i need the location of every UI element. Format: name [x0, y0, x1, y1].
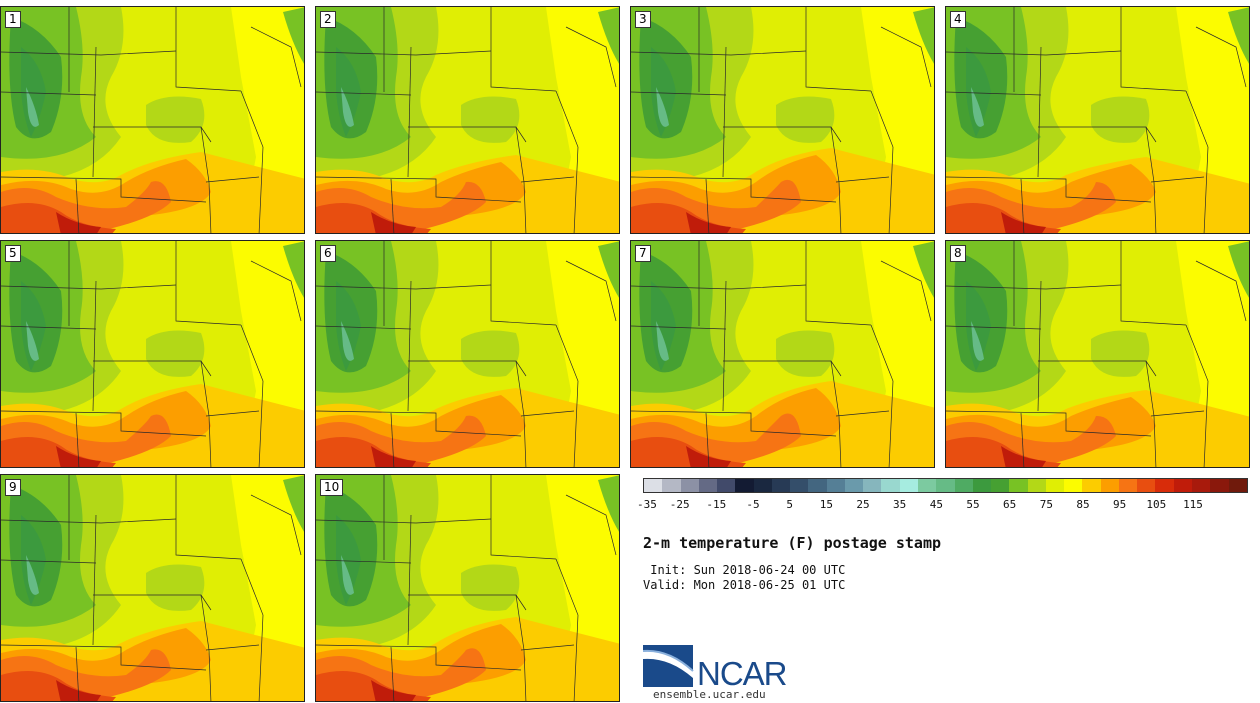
state-boundaries — [316, 241, 617, 467]
temperature-colorbar — [643, 478, 1248, 493]
temperature-field — [631, 7, 934, 233]
colorbar-tick-label: 115 — [1183, 498, 1203, 511]
colorbar-tick-label: 35 — [893, 498, 907, 511]
colorbar-tick-label: 25 — [856, 498, 870, 511]
colorbar-tick-label: -15 — [706, 498, 727, 511]
colorbar-tick-label: -25 — [669, 498, 690, 511]
member-panel: 8 — [945, 240, 1250, 468]
colorbar-segment — [1228, 479, 1247, 492]
temperature-field — [316, 241, 619, 467]
colorbar-segment — [753, 479, 772, 492]
colorbar-segment — [1045, 479, 1065, 492]
colorbar-segment — [881, 479, 900, 492]
colorbar-tick-label: 45 — [929, 498, 943, 511]
colorbar-segment — [1137, 479, 1156, 492]
state-boundaries — [946, 241, 1247, 467]
member-panel: 9 — [0, 474, 305, 702]
member-panel: 1 — [0, 6, 305, 234]
product-title: 2-m temperature (F) postage stamp — [643, 534, 942, 552]
member-label: 2 — [320, 11, 336, 28]
colorbar-segment — [1082, 479, 1101, 492]
colorbar-tick-label: 105 — [1146, 498, 1167, 511]
colorbar-segment — [1210, 479, 1229, 492]
colorbar-ticks: -35 -25 -15 -5 5 15 25 35 45 55 65 75 85 95 105 115 — [637, 498, 1248, 512]
colorbar-tick-label: -5 — [746, 498, 760, 511]
ncar-logo-text: NCAR — [697, 655, 788, 692]
colorbar-segment — [735, 479, 754, 492]
colorbar-segment — [680, 479, 699, 492]
member-label: 1 — [5, 11, 21, 28]
colorbar-segment — [917, 479, 937, 492]
temperature-field — [1, 7, 304, 233]
colorbar-segment — [991, 479, 1010, 492]
temperature-field — [316, 7, 619, 233]
member-panel: 4 — [945, 6, 1250, 234]
member-panel: 10 — [315, 474, 620, 702]
colorbar-segment — [1191, 479, 1211, 492]
colorbar-segment — [844, 479, 864, 492]
colorbar-tick-label: 15 — [819, 498, 833, 511]
temperature-field — [316, 475, 619, 701]
state-boundaries — [316, 7, 617, 233]
member-panel: 3 — [630, 6, 935, 234]
colorbar-segment — [808, 479, 827, 492]
colorbar-tick-label: -35 — [637, 498, 657, 511]
member-label: 3 — [635, 11, 651, 28]
colorbar-segment — [717, 479, 736, 492]
member-label: 8 — [950, 245, 966, 262]
valid-time: Valid: Mon 2018-06-25 01 UTC — [643, 578, 846, 592]
colorbar-segment — [1064, 479, 1083, 492]
logo-url: ensemble.ucar.edu — [653, 688, 766, 701]
colorbar-tick-label: 5 — [786, 498, 793, 511]
ncar-logo-icon — [643, 645, 694, 687]
colorbar-segment — [826, 479, 845, 492]
state-boundaries — [1, 241, 302, 467]
colorbar-tick-label: 65 — [1003, 498, 1017, 511]
colorbar-segment — [644, 479, 663, 492]
state-boundaries — [631, 7, 932, 233]
state-boundaries — [631, 241, 932, 467]
colorbar-segment — [662, 479, 681, 492]
member-label: 10 — [320, 479, 344, 496]
state-boundaries — [316, 475, 617, 701]
member-label: 5 — [5, 245, 21, 262]
member-panel: 7 — [630, 240, 935, 468]
state-boundaries — [1, 475, 302, 701]
colorbar-segment — [972, 479, 992, 492]
colorbar-segment — [1009, 479, 1028, 492]
colorbar-segment — [899, 479, 918, 492]
member-panel: 5 — [0, 240, 305, 468]
colorbar-segment — [771, 479, 791, 492]
colorbar-segment — [790, 479, 809, 492]
member-label: 9 — [5, 479, 21, 496]
colorbar-segment — [1118, 479, 1138, 492]
colorbar-segment — [936, 479, 955, 492]
colorbar-tick-label: 95 — [1113, 498, 1127, 511]
temperature-field — [631, 241, 934, 467]
member-label: 6 — [320, 245, 336, 262]
member-panel: 2 — [315, 6, 620, 234]
member-panel: 6 — [315, 240, 620, 468]
colorbar-segment — [1100, 479, 1119, 492]
colorbar-tick-label: 85 — [1076, 498, 1090, 511]
temperature-field — [1, 241, 304, 467]
member-label: 4 — [950, 11, 966, 28]
temperature-field — [946, 241, 1249, 467]
colorbar-segment — [698, 479, 718, 492]
colorbar-segment — [1173, 479, 1192, 492]
colorbar-segment — [863, 479, 882, 492]
init-time: Init: Sun 2018-06-24 00 UTC — [643, 563, 846, 577]
temperature-field — [946, 7, 1249, 233]
colorbar-segment — [954, 479, 973, 492]
temperature-field — [1, 475, 304, 701]
colorbar-tick-label: 55 — [966, 498, 980, 511]
member-label: 7 — [635, 245, 651, 262]
state-boundaries — [1, 7, 302, 233]
colorbar-segment — [1155, 479, 1174, 492]
colorbar-segment — [1027, 479, 1046, 492]
state-boundaries — [946, 7, 1247, 233]
colorbar-tick-label: 75 — [1039, 498, 1053, 511]
